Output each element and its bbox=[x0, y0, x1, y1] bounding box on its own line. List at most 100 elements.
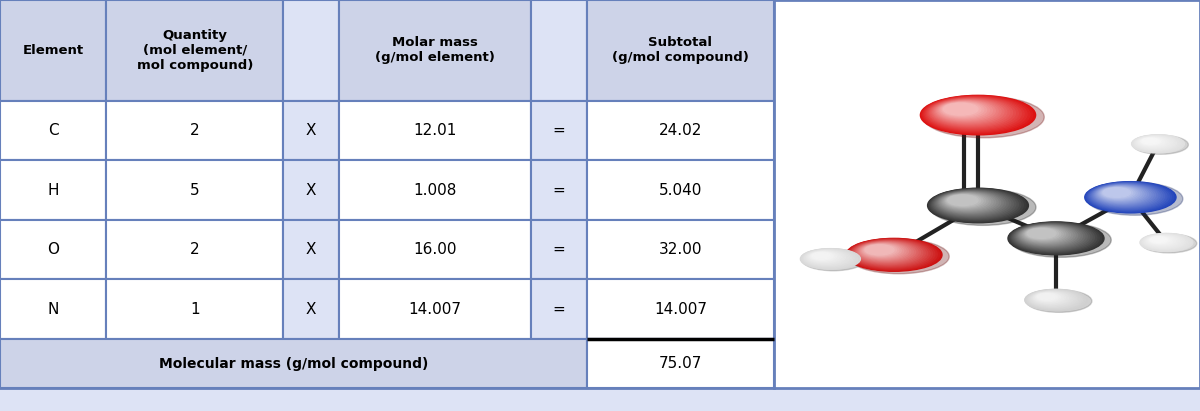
Circle shape bbox=[1036, 293, 1061, 302]
Circle shape bbox=[1134, 136, 1178, 151]
Circle shape bbox=[1133, 135, 1188, 154]
Text: 14.007: 14.007 bbox=[654, 302, 707, 317]
Circle shape bbox=[932, 99, 1007, 125]
Circle shape bbox=[1032, 292, 1070, 305]
Circle shape bbox=[1026, 228, 1058, 239]
Circle shape bbox=[851, 240, 930, 267]
Circle shape bbox=[1025, 228, 1063, 241]
Text: C: C bbox=[48, 123, 59, 138]
Text: N: N bbox=[48, 302, 59, 317]
Circle shape bbox=[1136, 136, 1172, 149]
Circle shape bbox=[932, 190, 1015, 219]
Circle shape bbox=[1140, 138, 1162, 145]
Circle shape bbox=[920, 95, 1036, 135]
Text: 12.01: 12.01 bbox=[413, 123, 457, 138]
Circle shape bbox=[940, 102, 986, 118]
Circle shape bbox=[935, 100, 998, 122]
Circle shape bbox=[1087, 182, 1169, 210]
Text: Molecular mass (g/mol compound): Molecular mass (g/mol compound) bbox=[158, 357, 428, 371]
Text: X: X bbox=[306, 302, 317, 317]
Circle shape bbox=[858, 242, 913, 261]
Circle shape bbox=[1085, 182, 1176, 213]
Text: =: = bbox=[553, 182, 565, 198]
Text: X: X bbox=[306, 242, 317, 257]
Text: O: O bbox=[47, 242, 59, 257]
Circle shape bbox=[1142, 139, 1158, 144]
Circle shape bbox=[804, 249, 853, 267]
Circle shape bbox=[1013, 224, 1092, 251]
Bar bbox=[587, 279, 774, 339]
Circle shape bbox=[931, 189, 1019, 219]
Circle shape bbox=[1148, 236, 1174, 245]
Bar bbox=[0, 220, 107, 279]
Bar bbox=[0, 0, 774, 388]
Circle shape bbox=[946, 194, 983, 207]
Bar bbox=[532, 160, 587, 220]
Bar bbox=[587, 339, 774, 388]
Circle shape bbox=[928, 188, 1028, 223]
Circle shape bbox=[1010, 223, 1097, 252]
Circle shape bbox=[1027, 290, 1082, 309]
Circle shape bbox=[1145, 235, 1182, 248]
Circle shape bbox=[1093, 185, 1156, 206]
Circle shape bbox=[1096, 185, 1148, 203]
Circle shape bbox=[947, 195, 980, 206]
Circle shape bbox=[923, 96, 1044, 138]
Circle shape bbox=[1133, 135, 1182, 152]
Circle shape bbox=[1090, 183, 1164, 209]
Circle shape bbox=[1020, 226, 1073, 244]
Circle shape bbox=[811, 252, 835, 261]
Circle shape bbox=[942, 193, 994, 211]
Text: 14.007: 14.007 bbox=[408, 302, 462, 317]
Bar bbox=[338, 220, 532, 279]
Circle shape bbox=[1033, 292, 1067, 304]
Circle shape bbox=[929, 189, 1026, 222]
Bar bbox=[338, 160, 532, 220]
Circle shape bbox=[1037, 293, 1056, 300]
Text: 32.00: 32.00 bbox=[659, 242, 702, 257]
Circle shape bbox=[1147, 236, 1175, 245]
Circle shape bbox=[806, 251, 845, 264]
Bar bbox=[283, 279, 338, 339]
Circle shape bbox=[936, 191, 1008, 216]
Bar bbox=[587, 160, 774, 220]
Circle shape bbox=[925, 97, 1024, 131]
Bar bbox=[338, 101, 532, 160]
Bar bbox=[283, 101, 338, 160]
Circle shape bbox=[929, 98, 1015, 128]
Circle shape bbox=[853, 241, 925, 266]
Circle shape bbox=[1135, 136, 1175, 150]
Bar bbox=[338, 279, 532, 339]
Circle shape bbox=[1098, 186, 1142, 201]
Circle shape bbox=[934, 100, 1004, 124]
Circle shape bbox=[1032, 292, 1068, 304]
Bar bbox=[283, 0, 338, 101]
Bar bbox=[283, 220, 338, 279]
Bar bbox=[587, 101, 774, 160]
Bar bbox=[0, 279, 107, 339]
Circle shape bbox=[941, 193, 996, 212]
Circle shape bbox=[935, 191, 1010, 217]
Circle shape bbox=[926, 97, 1021, 130]
Circle shape bbox=[1094, 185, 1153, 205]
Circle shape bbox=[938, 102, 990, 119]
Circle shape bbox=[1142, 234, 1188, 250]
Circle shape bbox=[1141, 234, 1189, 250]
Circle shape bbox=[1028, 291, 1080, 308]
Circle shape bbox=[1037, 293, 1057, 300]
Text: Molar mass
(g/mol element): Molar mass (g/mol element) bbox=[376, 36, 494, 65]
Bar bbox=[338, 0, 532, 101]
Circle shape bbox=[1139, 137, 1168, 147]
Circle shape bbox=[1092, 184, 1158, 207]
Circle shape bbox=[1016, 225, 1082, 247]
Circle shape bbox=[1021, 226, 1070, 243]
Circle shape bbox=[800, 249, 860, 269]
Circle shape bbox=[1018, 225, 1080, 247]
Circle shape bbox=[1033, 292, 1066, 303]
Circle shape bbox=[1026, 290, 1092, 312]
Text: Element: Element bbox=[23, 44, 84, 57]
Circle shape bbox=[1148, 236, 1170, 244]
Text: =: = bbox=[553, 123, 565, 138]
Circle shape bbox=[1091, 184, 1160, 208]
Circle shape bbox=[1010, 223, 1111, 257]
